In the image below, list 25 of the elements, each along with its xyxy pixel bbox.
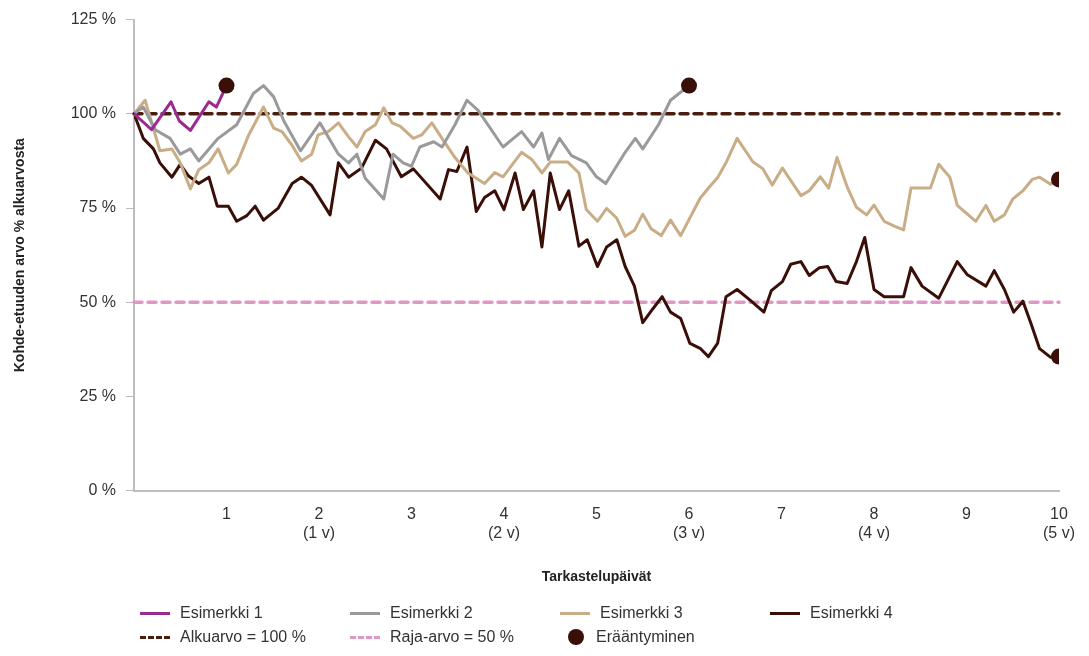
legend-label: Alkuarvo = 100 % [180,628,306,646]
x-tick-label: 6 (3 v) [673,504,705,542]
x-tick-label: 8 (4 v) [858,504,890,542]
y-tick-label: 25 % [79,386,116,404]
legend-label: Esimerkki 1 [180,604,263,622]
x-tick-label: 3 [407,504,417,522]
x-axis-title: Tarkastelupäivät [541,568,652,585]
x-tick-label: 9 [962,504,972,522]
y-tick-label: 50 % [79,292,116,310]
x-tick-label: 4 (2 v) [488,504,520,542]
y-tick-label: 0 % [88,481,116,499]
x-tick-label: 7 [777,504,787,522]
legend-label: Esimerkki 3 [600,604,683,622]
y-tick-label: 125 % [70,10,116,28]
x-tick-label: 1 [222,504,232,522]
legend-label: Raja-arvo = 50 % [390,628,515,646]
x-tick-label: 5 [592,504,602,522]
legend-label: Esimerkki 2 [390,604,473,622]
legend-label: Erääntyminen [596,628,695,646]
y-axis-title: Kohde-etuuden arvo % alkuarvosta [11,137,28,373]
x-tick-label: 2 (1 v) [303,504,335,542]
x-tick-label: 10 (5 v) [1043,504,1075,542]
y-tick-label: 75 % [79,198,116,216]
legend-label: Esimerkki 4 [810,604,893,622]
y-tick-label: 100 % [70,104,116,122]
